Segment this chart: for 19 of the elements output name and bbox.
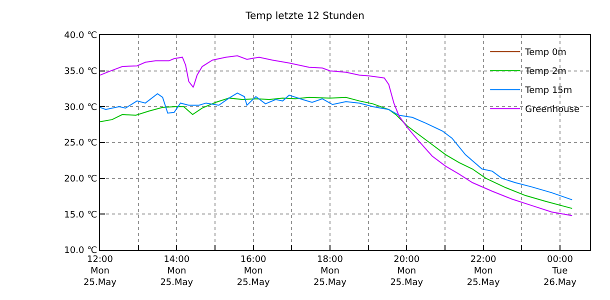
y-tick-label: 30.0 ℃: [64, 102, 98, 113]
x-tick-label: 12:00 Mon 25.May: [84, 254, 118, 288]
x-tick-label: 14:00 Mon 25.May: [160, 254, 194, 288]
legend-label: Temp 2m: [524, 67, 566, 78]
y-tick-label: 35.0 ℃: [64, 66, 98, 77]
x-tick-label: 00:00 Tue 26.May: [544, 254, 578, 288]
y-tick-label: 15.0 ℃: [64, 210, 98, 220]
y-tick-label: 25.0 ℃: [64, 138, 98, 149]
legend-label: Greenhouse: [525, 105, 580, 116]
x-tick-label: 16:00 Mon 25.May: [236, 254, 270, 288]
x-tick-label: 18:00 Mon 25.May: [314, 254, 348, 288]
y-tick-label: 40.0 ℃: [64, 31, 98, 42]
x-tick-label: 22:00 Mon 25.May: [466, 254, 500, 288]
legend-label: Temp 0m: [524, 48, 566, 58]
y-tick-label: 10.0 ℃: [64, 246, 98, 256]
x-tick-label: 20:00 Mon 25.May: [390, 254, 424, 288]
chart-title: Temp letzte 12 Stunden: [244, 11, 364, 22]
legend-label: Temp 15m: [524, 86, 572, 96]
y-tick-label: 20.0 ℃: [64, 174, 98, 184]
